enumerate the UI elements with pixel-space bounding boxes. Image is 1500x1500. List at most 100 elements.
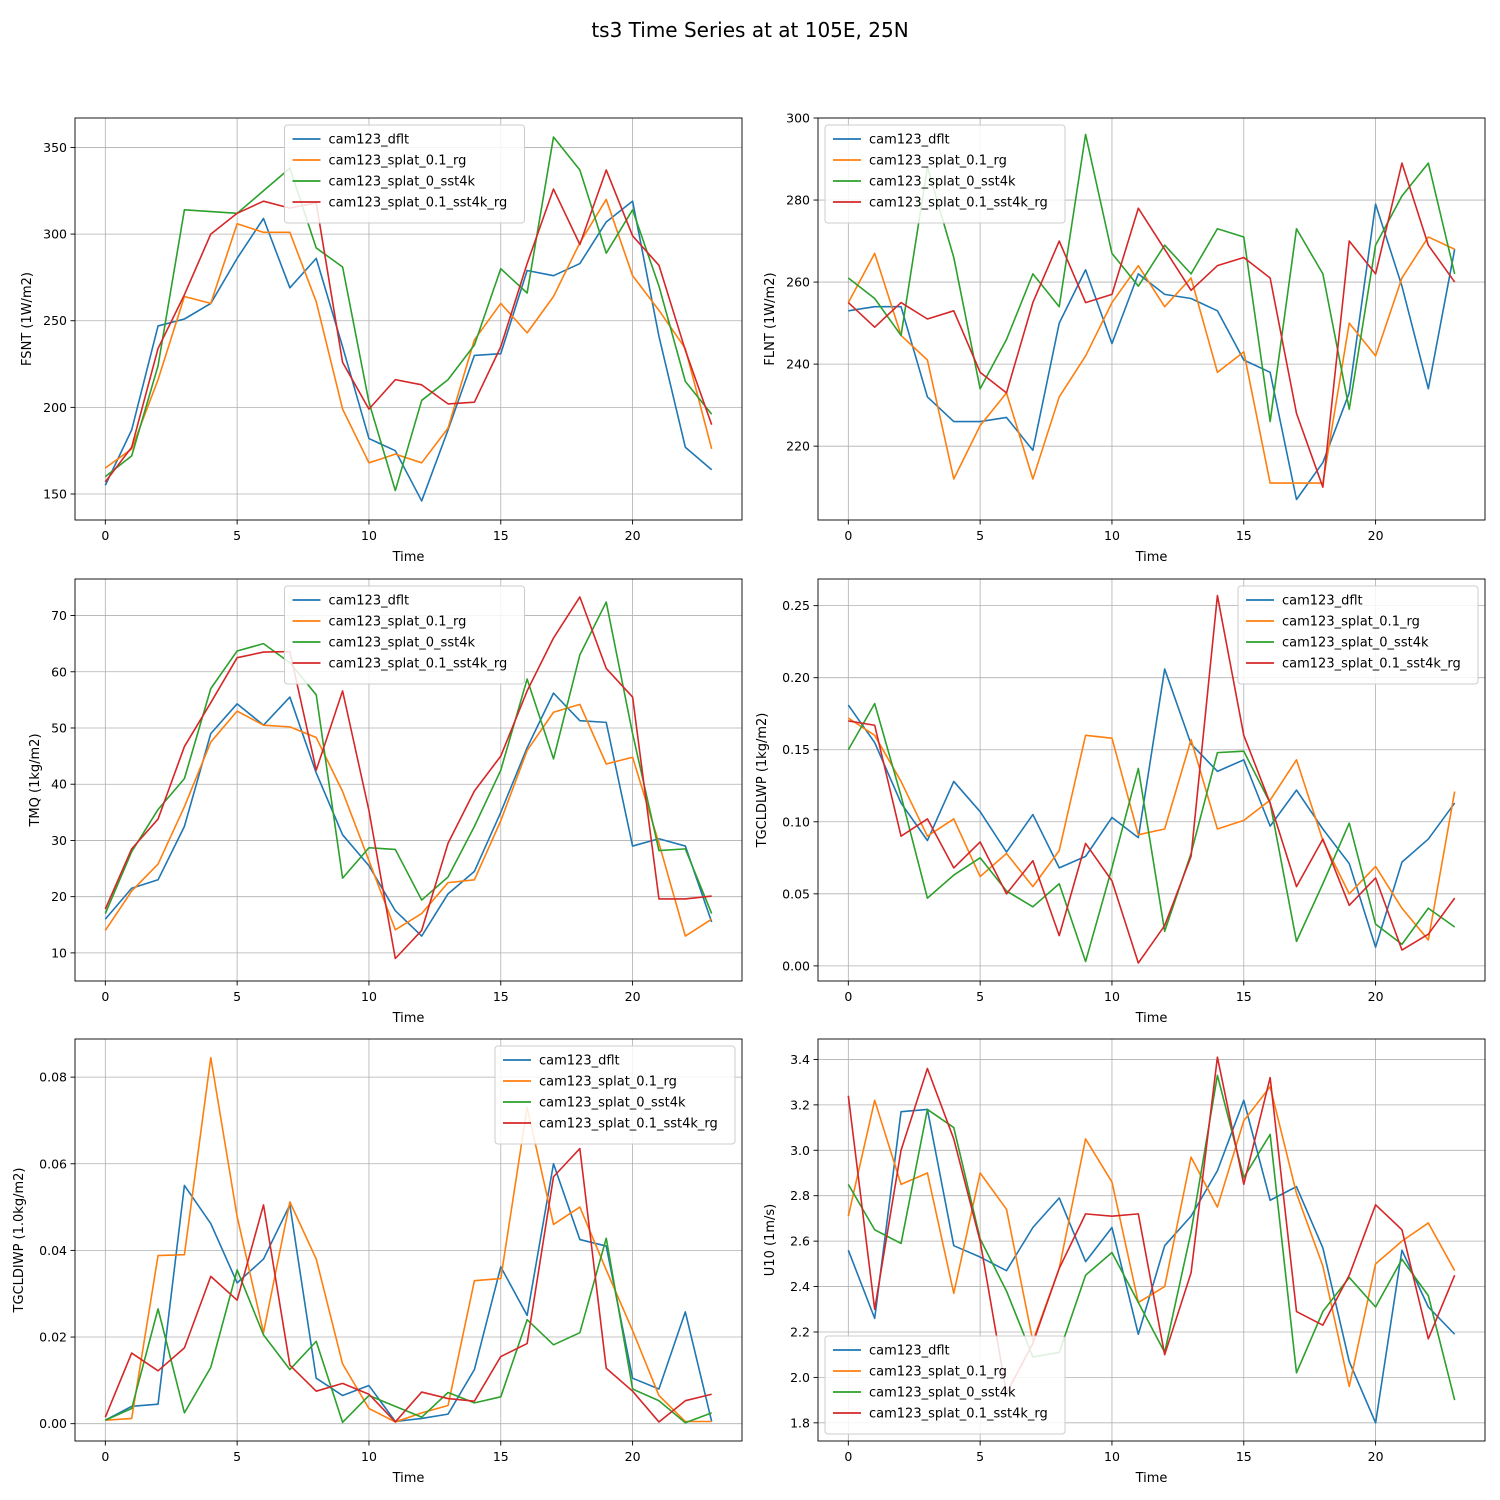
x-tick-label: 20 bbox=[1368, 989, 1384, 1004]
y-tick-label: 2.6 bbox=[790, 1234, 810, 1249]
legend-label: cam123_dflt bbox=[329, 594, 410, 609]
y-axis-label: TMQ (1kg/m2) bbox=[28, 733, 43, 827]
series-line-cam123_splat_0_sst4k bbox=[104, 136, 713, 492]
x-tick-label: 5 bbox=[233, 989, 241, 1004]
x-tick-label: 10 bbox=[1104, 989, 1120, 1004]
y-tick-label: 150 bbox=[43, 487, 67, 502]
legend-label: cam123_dflt bbox=[329, 133, 410, 148]
x-axis-label: Time bbox=[1135, 1011, 1168, 1026]
y-tick-label: 30 bbox=[51, 833, 67, 848]
series-line-cam123_dflt bbox=[104, 1162, 713, 1423]
y-axis-label: TGCLDIWP (1.0kg/m2) bbox=[12, 1168, 27, 1314]
legend: cam123_dflt cam123_splat_0.1_rg cam123_spl… bbox=[1237, 585, 1479, 685]
series-line-cam123_dflt bbox=[847, 668, 1456, 948]
axes-frame bbox=[74, 117, 743, 521]
x-tick-label: 0 bbox=[844, 1449, 852, 1464]
figure-title: ts3 Time Series at at 105E, 25N bbox=[591, 18, 908, 42]
y-tick-label: 0.00 bbox=[782, 958, 810, 973]
x-axis-label: Time bbox=[1135, 1471, 1168, 1486]
series-lines bbox=[104, 596, 713, 960]
x-tick-label: 0 bbox=[101, 1449, 109, 1464]
axes-frame bbox=[74, 578, 743, 982]
x-tick-label: 10 bbox=[1104, 528, 1120, 543]
x-tick-label: 5 bbox=[976, 989, 984, 1004]
legend-label: cam123_splat_0.1_rg bbox=[329, 615, 467, 630]
subplot-5: 0 5 10 15 20 0.00 0.02 0.04 0.06 0.08 Time TGCLDIWP… bbox=[12, 1038, 743, 1486]
series-line-cam123_splat_0.1_sst4k_rg bbox=[847, 162, 1456, 488]
y-axis-label: U10 (1m/s) bbox=[763, 1204, 778, 1276]
y-tick-label: 280 bbox=[786, 193, 810, 208]
y-tick-label: 0.04 bbox=[39, 1243, 67, 1258]
legend-label: cam123_splat_0.1_sst4k_rg bbox=[329, 196, 508, 211]
series-lines bbox=[104, 136, 713, 502]
y-tick-label: 350 bbox=[43, 140, 67, 155]
y-tick-label: 10 bbox=[51, 945, 67, 960]
series-line-cam123_splat_0.1_sst4k_rg bbox=[104, 596, 712, 960]
legend-label: cam123_splat_0_sst4k bbox=[869, 1386, 1016, 1401]
series-line-cam123_splat_0.1_rg bbox=[104, 703, 713, 937]
legend-label: cam123_splat_0_sst4k bbox=[539, 1096, 686, 1111]
axes-frame bbox=[817, 1038, 1486, 1442]
series-line-cam123_splat_0.1_sst4k_rg bbox=[104, 169, 713, 483]
y-tick-label: 50 bbox=[51, 720, 67, 735]
y-tick-label: 260 bbox=[786, 275, 810, 290]
axes-frame bbox=[817, 117, 1486, 521]
series-lines bbox=[847, 133, 1456, 501]
x-axis-label: Time bbox=[392, 550, 425, 565]
legend-label: cam123_splat_0.1_sst4k_rg bbox=[869, 1407, 1048, 1422]
series-line-cam123_dflt bbox=[847, 1099, 1456, 1424]
legend-label: cam123_splat_0.1_sst4k_rg bbox=[869, 196, 1048, 211]
series-line-cam123_splat_0.1_sst4k_rg bbox=[848, 594, 1456, 964]
legend-box bbox=[494, 1045, 736, 1145]
x-tick-label: 20 bbox=[625, 989, 641, 1004]
y-tick-label: 220 bbox=[786, 439, 810, 454]
legend-box bbox=[824, 124, 1066, 224]
legend-label: cam123_dflt bbox=[539, 1054, 620, 1069]
legend-label: cam123_splat_0.1_rg bbox=[869, 154, 1007, 169]
x-tick-label: 10 bbox=[361, 989, 377, 1004]
y-tick-label: 2.0 bbox=[790, 1370, 810, 1385]
x-tick-label: 20 bbox=[625, 1449, 641, 1464]
x-axis-label: Time bbox=[1135, 550, 1168, 565]
x-tick-label: 15 bbox=[493, 528, 509, 543]
x-tick-label: 5 bbox=[233, 528, 241, 543]
series-line-cam123_splat_0.1_rg bbox=[847, 717, 1456, 941]
legend: cam123_dflt cam123_splat_0.1_rg cam123_spl… bbox=[494, 1045, 736, 1145]
x-axis-label: Time bbox=[392, 1011, 425, 1026]
x-tick-label: 20 bbox=[1368, 1449, 1384, 1464]
series-line-cam123_splat_0_sst4k bbox=[104, 1237, 712, 1424]
x-tick-label: 0 bbox=[844, 528, 852, 543]
x-tick-label: 0 bbox=[101, 528, 109, 543]
y-tick-label: 0.02 bbox=[39, 1330, 67, 1345]
legend-label: cam123_splat_0.1_sst4k_rg bbox=[329, 657, 508, 672]
legend-label: cam123_splat_0.1_rg bbox=[329, 154, 467, 169]
series-lines bbox=[847, 594, 1456, 964]
legend-label: cam123_splat_0.1_rg bbox=[869, 1365, 1007, 1380]
y-axis-label: FSNT (1W/m2) bbox=[20, 272, 35, 366]
series-line-cam123_splat_0_sst4k bbox=[104, 601, 713, 914]
x-tick-label: 5 bbox=[976, 1449, 984, 1464]
series-line-cam123_splat_0.1_rg bbox=[104, 198, 713, 469]
legend-label: cam123_splat_0.1_rg bbox=[539, 1075, 677, 1090]
legend-label: cam123_dflt bbox=[869, 133, 950, 148]
y-tick-label: 0.08 bbox=[39, 1070, 67, 1085]
series-line-cam123_splat_0.1_rg bbox=[105, 1056, 712, 1423]
x-tick-label: 0 bbox=[844, 989, 852, 1004]
y-tick-label: 2.4 bbox=[790, 1279, 810, 1294]
y-tick-label: 70 bbox=[51, 608, 67, 623]
series-lines bbox=[847, 1056, 1456, 1424]
y-tick-label: 0.20 bbox=[782, 670, 810, 685]
x-tick-label: 20 bbox=[1368, 528, 1384, 543]
y-tick-label: 300 bbox=[786, 111, 810, 126]
legend-label: cam123_splat_0_sst4k bbox=[329, 636, 476, 651]
legend-label: cam123_splat_0.1_sst4k_rg bbox=[1282, 657, 1461, 672]
legend-label: cam123_splat_0_sst4k bbox=[869, 175, 1016, 190]
subplot-3: 0 5 10 15 20 10 20 30 40 50 60 70 Time TMQ (1kg/m2) ca… bbox=[28, 578, 743, 1026]
y-tick-label: 1.8 bbox=[790, 1415, 810, 1430]
axes-frame bbox=[817, 578, 1486, 982]
x-tick-label: 5 bbox=[233, 1449, 241, 1464]
series-line-cam123_splat_0_sst4k bbox=[847, 1074, 1456, 1401]
series-lines bbox=[104, 1056, 713, 1424]
series-line-cam123_splat_0.1_rg bbox=[847, 236, 1456, 484]
legend-label: cam123_dflt bbox=[1282, 594, 1363, 609]
